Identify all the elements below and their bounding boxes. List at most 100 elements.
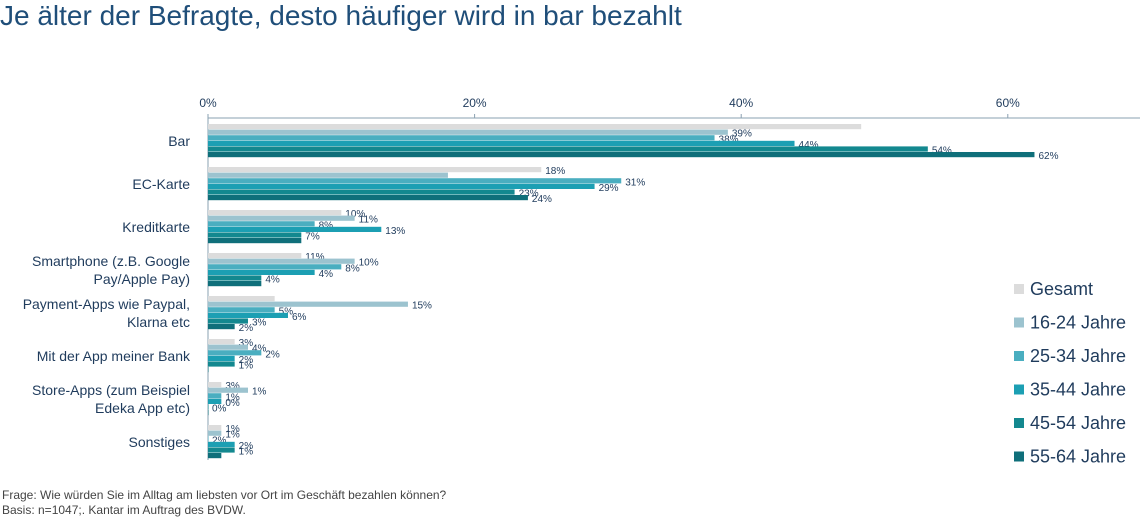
data-label: 2% — [239, 323, 254, 334]
bar — [208, 129, 728, 135]
data-label: 62% — [1038, 151, 1058, 162]
data-label: 1% — [225, 430, 240, 441]
bar — [208, 140, 795, 146]
bar — [208, 275, 262, 281]
category-label: Smartphone (z.B. Google — [32, 253, 190, 269]
data-label: 8% — [319, 220, 334, 231]
bar — [208, 355, 235, 361]
category-label: Store-Apps (zum Beispiel — [32, 382, 190, 398]
legend-swatch — [1014, 418, 1024, 428]
bar — [208, 195, 528, 201]
data-label: 2% — [239, 441, 254, 452]
category-label: Klarna etc — [127, 314, 190, 330]
bar — [208, 258, 355, 264]
bar — [208, 441, 235, 447]
category-label: Kreditkarte — [122, 219, 190, 235]
data-label: 7% — [305, 232, 320, 243]
bar — [208, 307, 275, 313]
data-label: 2% — [239, 355, 254, 366]
data-label: 1% — [252, 387, 267, 398]
data-label: 38% — [719, 134, 739, 145]
data-label: 29% — [599, 183, 619, 194]
bar — [208, 301, 408, 307]
data-label: 1% — [239, 447, 254, 458]
data-label: 5% — [279, 306, 294, 317]
bar — [208, 172, 448, 178]
data-label: 2% — [212, 435, 227, 446]
footer-question: Frage: Wie würden Sie im Alltag am liebs… — [2, 488, 447, 502]
bar — [208, 226, 382, 232]
data-label: 39% — [732, 129, 752, 140]
bar — [208, 253, 302, 259]
chart-title: Je älter der Befragte, desto häufiger wi… — [0, 0, 682, 31]
bar — [208, 425, 222, 431]
data-label: 15% — [412, 301, 432, 312]
data-label: 10% — [359, 258, 379, 269]
bar — [208, 264, 342, 270]
legend-label: 55-64 Jahre — [1030, 447, 1126, 467]
bar — [208, 361, 235, 367]
bar — [208, 324, 235, 330]
legend-label: 45-54 Jahre — [1030, 413, 1126, 433]
footer-base: Basis: n=1047;. Kantar im Auftrag des BV… — [2, 503, 246, 517]
data-label: 23% — [519, 189, 539, 200]
bar — [208, 210, 342, 216]
data-label: 18% — [545, 166, 565, 177]
data-label: 0% — [225, 398, 240, 409]
bar — [208, 393, 222, 399]
data-label: 10% — [345, 209, 365, 220]
legend-swatch — [1014, 317, 1024, 328]
data-label: 24% — [532, 194, 552, 205]
bar — [208, 183, 595, 189]
bar — [208, 232, 302, 238]
bar — [208, 410, 209, 416]
bar — [208, 189, 515, 195]
bar — [208, 344, 248, 350]
data-label: 6% — [292, 312, 307, 323]
bar — [208, 135, 715, 141]
bar — [208, 387, 248, 393]
legend-swatch — [1014, 384, 1024, 395]
legend-label: Gesamt — [1030, 279, 1093, 299]
x-tick-label: 60% — [996, 96, 1020, 110]
bar — [208, 281, 262, 287]
bar — [208, 146, 928, 152]
bar — [208, 453, 222, 459]
bar — [208, 296, 275, 302]
data-label: 2% — [265, 349, 280, 360]
category-label: Edeka App etc) — [95, 400, 190, 416]
bar — [208, 382, 222, 388]
bar — [208, 430, 222, 436]
bar — [208, 178, 622, 184]
bar — [208, 367, 209, 373]
bar — [208, 221, 315, 227]
category-label: EC-Karte — [132, 176, 190, 192]
bar — [208, 167, 542, 173]
x-tick-label: 0% — [199, 96, 217, 110]
bar — [208, 318, 248, 324]
data-label: 3% — [252, 318, 267, 329]
bar — [208, 312, 288, 318]
category-label: Bar — [168, 133, 190, 149]
bar — [208, 339, 235, 345]
legend-label: 16-24 Jahre — [1030, 313, 1126, 333]
legend-label: 25-34 Jahre — [1030, 346, 1126, 366]
bar — [208, 404, 209, 410]
bar — [208, 152, 1035, 158]
data-label: 4% — [252, 344, 267, 355]
bar — [208, 238, 302, 244]
data-label: 13% — [385, 226, 405, 237]
category-label: Sonstiges — [129, 434, 190, 450]
category-label: Mit der App meiner Bank — [37, 348, 191, 364]
data-label: 1% — [225, 392, 240, 403]
x-tick-label: 20% — [463, 96, 487, 110]
data-label: 4% — [319, 269, 334, 280]
bar — [208, 350, 262, 356]
bar — [208, 269, 315, 275]
data-label: 1% — [225, 424, 240, 435]
data-label: 11% — [359, 215, 378, 226]
bar — [208, 436, 209, 442]
data-label: 8% — [345, 263, 360, 274]
data-label: 1% — [239, 361, 254, 372]
